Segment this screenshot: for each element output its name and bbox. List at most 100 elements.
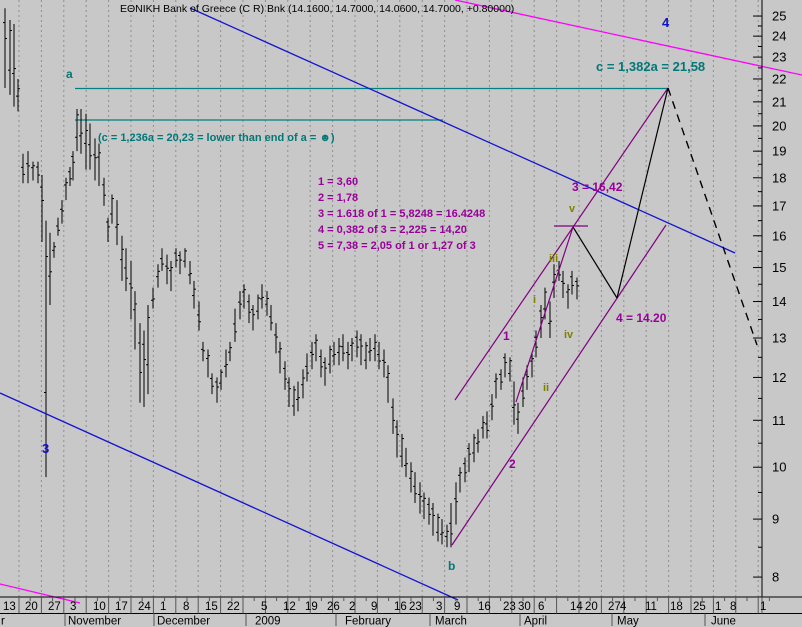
x-date-label: 3 (436, 601, 442, 613)
x-month-label: 2009 (255, 616, 281, 627)
x-date-label: 27 (608, 601, 621, 613)
teal-note: (c = 1,236a = 20,23 = lower than end of … (98, 132, 335, 144)
y-tick-label: 14 (772, 294, 786, 309)
x-date-label: 1 (760, 601, 766, 613)
y-tick-label: 25 (772, 9, 786, 24)
x-date-label: 26 (327, 601, 340, 613)
magenta-channel-upper (454, 0, 802, 76)
target-level-lines (75, 87, 668, 121)
x-date-label: 23 (409, 601, 422, 613)
magenta-channel-lower (0, 583, 81, 604)
x-date-label: 22 (227, 601, 240, 613)
y-tick-label: 19 (772, 144, 786, 159)
y-tick-label: 21 (772, 94, 786, 109)
purple-channel-lower (451, 224, 667, 546)
x-date-label: 9 (371, 601, 377, 613)
trendlines (0, 0, 802, 604)
wave4-target-label: 4 = 14.20 (616, 311, 667, 325)
x-month-label: March (435, 616, 467, 627)
fib-line-4: 4 = 0,382 of 3 = 2,225 = 14,20 (318, 224, 467, 236)
y-tick-label: 18 (772, 170, 786, 185)
x-date-label: 17 (115, 601, 128, 613)
x-month-label: June (711, 616, 736, 627)
purple-minor-line (515, 226, 574, 403)
x-date-label: 3 (70, 601, 76, 613)
x-date-label: 8 (730, 601, 736, 613)
x-date-label: 13 (3, 601, 16, 613)
x-month-label: November (68, 616, 121, 627)
big-wave-3-label: 3 (42, 441, 49, 456)
y-tick-label: 16 (772, 228, 786, 243)
y-tick-label: 17 (772, 198, 786, 213)
x-date-label: 15 (205, 601, 218, 613)
x-date-label: 6 (538, 601, 544, 613)
y-tick-label: 13 (772, 331, 786, 346)
x-date-label: 23 (503, 601, 516, 613)
projection-3-to-4 (572, 226, 618, 299)
x-date-label: 10 (93, 601, 106, 613)
fib-line-2: 2 = 1,78 (318, 192, 358, 204)
y-tick-label: 8 (772, 570, 779, 585)
x-date-label: 5 (261, 601, 267, 613)
y-tick-label: 12 (772, 370, 786, 385)
x-date-label: 1 (715, 601, 721, 613)
y-tick-label: 24 (772, 29, 786, 44)
y-tick-label: 20 (772, 118, 786, 133)
y-tick-label: 11 (772, 413, 786, 428)
x-date-label: 16 (394, 601, 407, 613)
minor-2-label: 2 (509, 457, 516, 471)
x-date-label: 2 (349, 601, 355, 613)
x-month-label: r (1, 616, 5, 627)
sub-i-label: i (533, 294, 536, 306)
x-month-label: May (617, 616, 639, 627)
fib-line-5: 5 = 7,38 = 2,05 of 1 or 1,27 of 3 (318, 240, 476, 252)
x-date-label: 20 (585, 601, 598, 613)
x-date-label: 24 (138, 601, 151, 613)
x-date-label: 12 (283, 601, 296, 613)
x-date-label: 30 (518, 601, 531, 613)
minor-1-label: 1 (503, 329, 510, 343)
wave-b-label: b (448, 559, 455, 573)
y-tick-label: 22 (772, 71, 786, 86)
y-tick-label: 9 (772, 512, 779, 527)
x-date-label: 18 (670, 601, 683, 613)
x-date-label: 11 (645, 601, 657, 613)
price-bars (3, 8, 579, 548)
blue-trendline-lower (0, 392, 459, 601)
c-target-label: c = 1,382a = 21,58 (596, 59, 705, 74)
sub-ii-label: ii (543, 382, 549, 394)
projection-decline-dashed (667, 87, 758, 346)
chart-title: ΕΘΝΙΚΗ Bank of Greece (C R) Bnk (14.1600… (120, 3, 514, 15)
x-date-label: 9 (454, 601, 460, 613)
x-date-label: 8 (183, 601, 189, 613)
x-date-label: 25 (693, 601, 706, 613)
x-axis: 13 20 27 3 10 17 24 1 8 15 22 5 12 19 26 2 9 16 23 3 9 16 23 30… (0, 596, 802, 627)
x-date-label: 16 (478, 601, 491, 613)
wave-annotations: a (c = 1,236a = 20,23 = lower than end of… (42, 15, 705, 573)
fib-line-3: 3 = 1.618 of 1 = 5,8248 = 16.4248 (318, 208, 485, 220)
x-date-label: 20 (25, 601, 38, 613)
sub-iv-label: iv (564, 329, 574, 341)
blue-trendline-upper (189, 7, 736, 254)
y-tick-label: 23 (772, 50, 786, 65)
purple-channel-upper (454, 87, 669, 401)
sub-v-label: v (569, 203, 576, 215)
x-month-label: February (345, 616, 391, 627)
x-date-label: 1 (160, 601, 166, 613)
fib-line-1: 1 = 3,60 (318, 176, 358, 188)
wave3-target-label: 3 = 16,42 (572, 180, 623, 194)
x-month-label: April (524, 616, 547, 627)
y-tick-label: 10 (772, 460, 786, 475)
wave-a-label: a (66, 67, 73, 81)
x-date-label: 27 (48, 601, 61, 613)
big-wave-4-label: 4 (662, 15, 670, 30)
y-axis: 25 24 23 22 21 20 19 18 17 16 15 14 13 12 11 10 9 8 (753, 0, 786, 597)
x-month-label: December (157, 616, 210, 627)
projection-4-to-5 (616, 87, 669, 299)
y-tick-label: 15 (772, 260, 786, 275)
x-date-label: 4 (620, 601, 627, 613)
sub-iii-label: iii (549, 253, 558, 265)
x-date-label: 19 (305, 601, 318, 613)
